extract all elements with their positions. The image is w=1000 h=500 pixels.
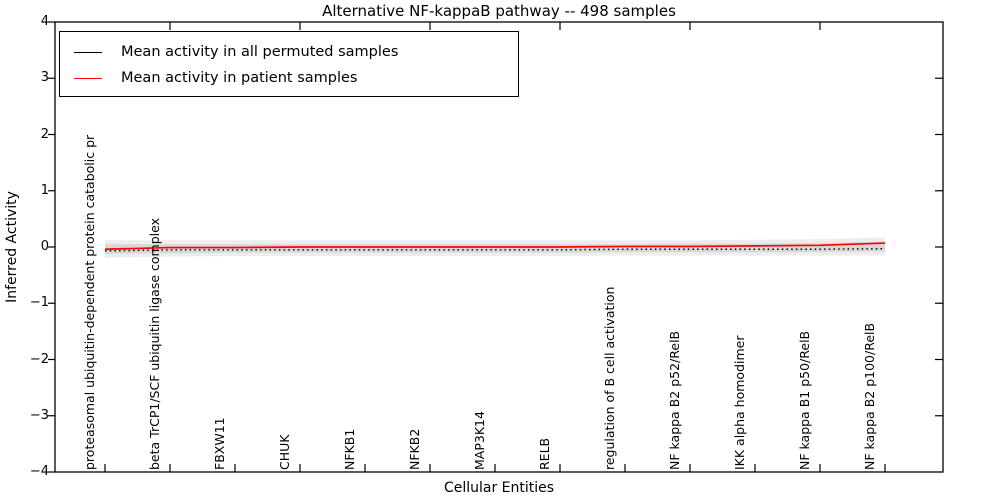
x-tick-label: RELB: [537, 437, 552, 470]
x-tick-label: NF kappa B2 p52/RelB: [667, 330, 682, 470]
y-tick-label: −4: [29, 464, 49, 479]
patient-mean-line: [104, 242, 886, 251]
x-tick-label: NFKB1: [342, 428, 357, 470]
legend-row-patient: Mean activity in patient samples: [60, 65, 518, 91]
x-tick-label: proteasomal ubiquitin-dependent protein …: [82, 134, 97, 470]
x-tick-label: FBXW11: [212, 417, 227, 470]
legend-label-permuted: Mean activity in all permuted samples: [121, 44, 399, 60]
x-tick-label: IKK alpha homodimer: [732, 335, 747, 471]
x-tick-label: NFKB2: [407, 428, 422, 470]
y-tick-label: −3: [29, 407, 49, 423]
patient-line-swatch: [74, 77, 102, 79]
y-tick-label: −1: [29, 295, 49, 311]
x-axis-label: Cellular Entities: [443, 480, 555, 496]
permuted-mean-line: [104, 247, 886, 252]
chart-title: Alternative NF-kappaB pathway -- 498 sam…: [322, 2, 676, 20]
y-tick-label: 2: [40, 126, 49, 142]
y-tick-label: 0: [40, 239, 49, 254]
x-tick-label: NF kappa B2 p100/RelB: [862, 322, 877, 470]
legend-label-patient: Mean activity in patient samples: [121, 70, 358, 86]
y-tick-label: −2: [29, 351, 49, 367]
x-tick-label: MAP3K14: [472, 411, 487, 470]
x-tick-label: beta TrCP1/SCF ubiquitin ligase complex: [147, 218, 162, 470]
legend-box: Mean activity in all permuted samples Me…: [59, 31, 519, 97]
y-tick-label: 1: [40, 182, 49, 198]
x-tick-label: CHUK: [277, 434, 292, 470]
x-tick-label: regulation of B cell activation: [602, 286, 617, 470]
legend-row-permuted: Mean activity in all permuted samples: [60, 39, 518, 65]
x-tick-label: NF kappa B1 p50/RelB: [797, 330, 812, 470]
permuted-line-swatch: [74, 51, 102, 53]
y-tick-label: 3: [40, 70, 49, 86]
y-tick-label: 4: [40, 14, 49, 29]
